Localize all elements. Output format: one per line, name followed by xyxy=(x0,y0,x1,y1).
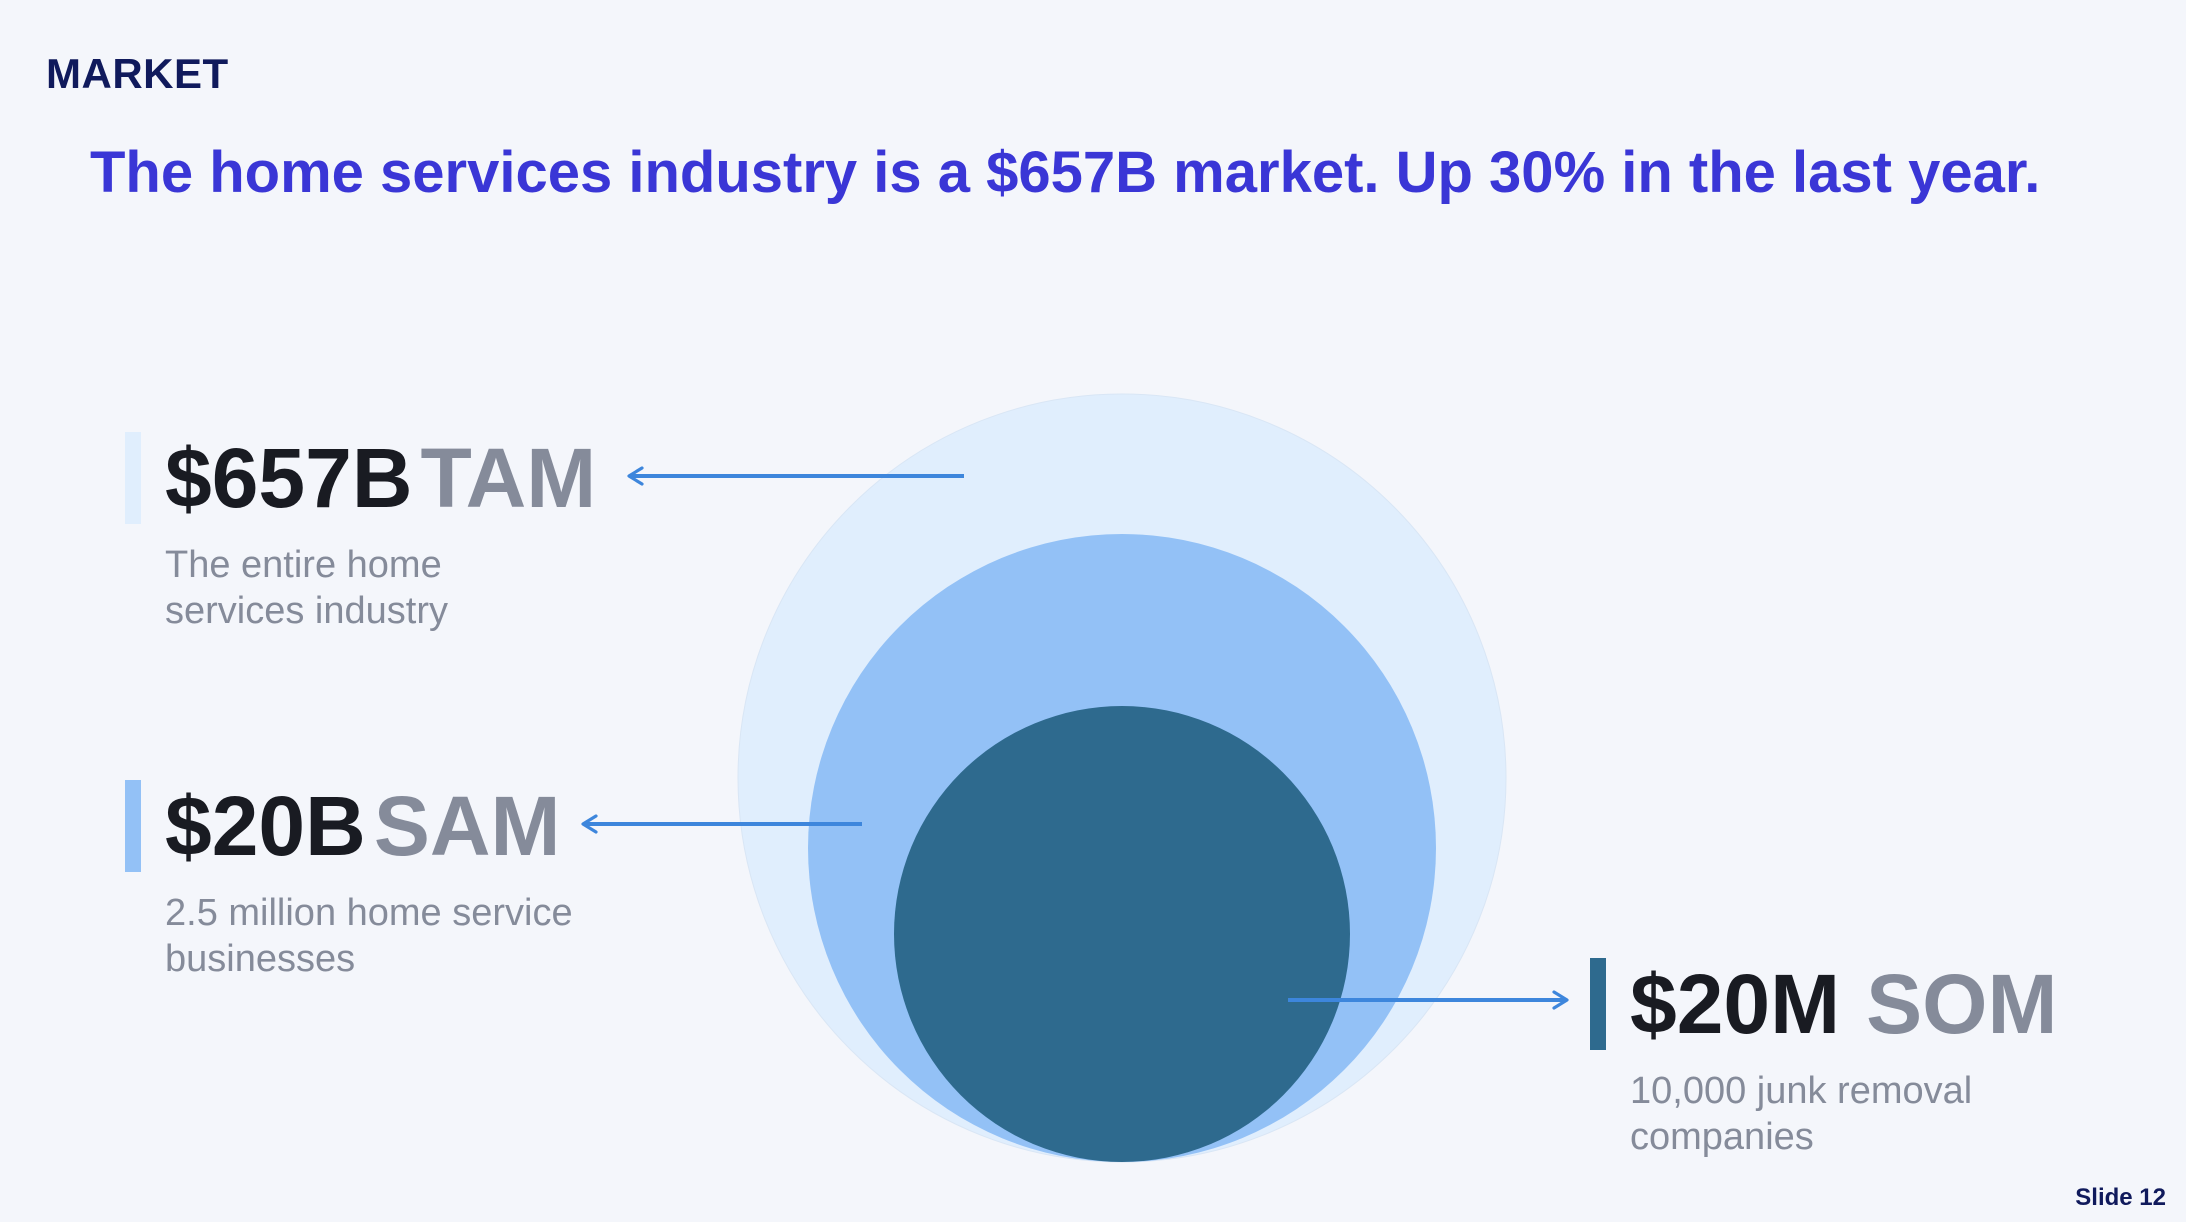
som-headline: $20M SOM xyxy=(1630,954,2057,1054)
som-circle xyxy=(894,706,1350,1162)
tam-label: TAM xyxy=(420,431,597,525)
sam-accent-bar xyxy=(125,780,141,872)
tam-accent-bar xyxy=(125,432,141,524)
sam-description: 2.5 million home service businesses xyxy=(165,892,573,980)
tam-headline: $657BTAM xyxy=(165,428,596,528)
slide-headline: The home services industry is a $657B ma… xyxy=(90,140,2041,205)
som-value: $20M xyxy=(1630,957,1841,1051)
slide-number: Slide 12 xyxy=(2075,1184,2166,1211)
som-accent-bar xyxy=(1590,958,1606,1050)
tam-value: $657B xyxy=(165,431,413,525)
sam-headline: $20BSAM xyxy=(165,776,560,876)
sam-value: $20B xyxy=(165,779,366,873)
sam-label: SAM xyxy=(373,779,561,873)
som-label: SOM xyxy=(1866,957,2058,1051)
som-description: 10,000 junk removal companies xyxy=(1630,1070,1973,1158)
section-label: MARKET xyxy=(46,50,229,97)
tam-description: The entire home services industry xyxy=(165,544,448,632)
